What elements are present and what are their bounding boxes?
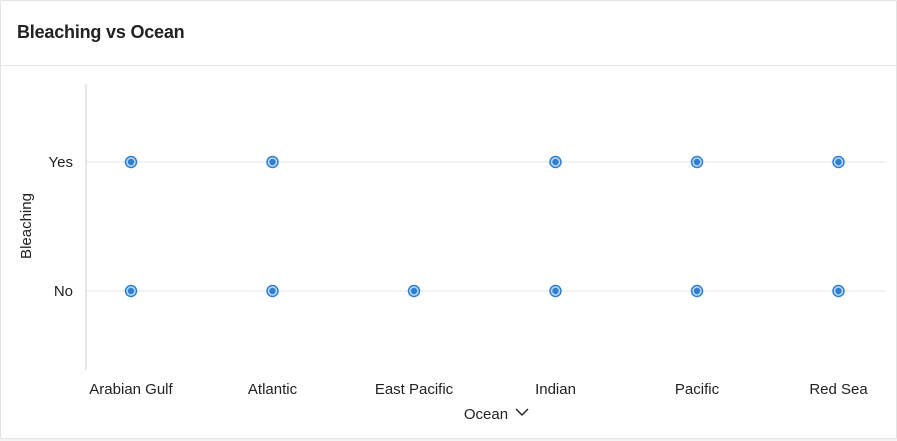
- data-point[interactable]: [549, 284, 562, 298]
- data-points: [124, 155, 845, 298]
- data-point-dot: [835, 158, 842, 166]
- data-point-dot: [835, 287, 842, 295]
- data-point[interactable]: [124, 155, 138, 169]
- data-point-dot: [127, 287, 135, 295]
- data-point-dot: [693, 158, 701, 166]
- x-tick-labels: Arabian Gulf Atlantic East Pacific Indian Pa…: [89, 381, 868, 398]
- data-point[interactable]: [832, 155, 845, 169]
- y-axis-title: Bleaching: [18, 193, 35, 259]
- data-point-dot: [410, 287, 418, 295]
- data-point-dot: [552, 158, 559, 166]
- data-point[interactable]: [549, 155, 562, 169]
- data-point-dot: [269, 287, 276, 295]
- data-point[interactable]: [266, 284, 279, 298]
- data-point-dot: [269, 158, 276, 166]
- data-point-dot: [127, 158, 135, 166]
- data-point-dot: [693, 287, 701, 295]
- x-axis-title: Ocean: [464, 406, 508, 423]
- y-tick-labels: No Yes: [49, 154, 73, 300]
- grid-lines: [86, 161, 886, 292]
- data-point[interactable]: [832, 284, 845, 298]
- data-point-dot: [552, 287, 559, 295]
- x-tick-label: Arabian Gulf: [89, 381, 173, 398]
- x-tick-label: Pacific: [675, 381, 720, 398]
- x-tick-label: East Pacific: [375, 381, 454, 398]
- x-tick-label: Atlantic: [248, 381, 298, 398]
- card-header: Bleaching vs Ocean: [1, 1, 896, 66]
- x-axis-title-dropdown[interactable]: Ocean: [464, 406, 529, 423]
- x-tick-label: Indian: [535, 381, 576, 398]
- chevron-down-icon: [515, 408, 529, 416]
- y-tick-label: Yes: [49, 154, 73, 171]
- data-point[interactable]: [266, 155, 279, 169]
- data-point[interactable]: [690, 284, 704, 298]
- data-point[interactable]: [407, 284, 421, 298]
- data-point[interactable]: [690, 155, 704, 169]
- chart-title: Bleaching vs Ocean: [17, 22, 185, 42]
- x-tick-label: Red Sea: [809, 381, 868, 398]
- y-tick-label: No: [54, 283, 73, 300]
- data-point[interactable]: [124, 284, 138, 298]
